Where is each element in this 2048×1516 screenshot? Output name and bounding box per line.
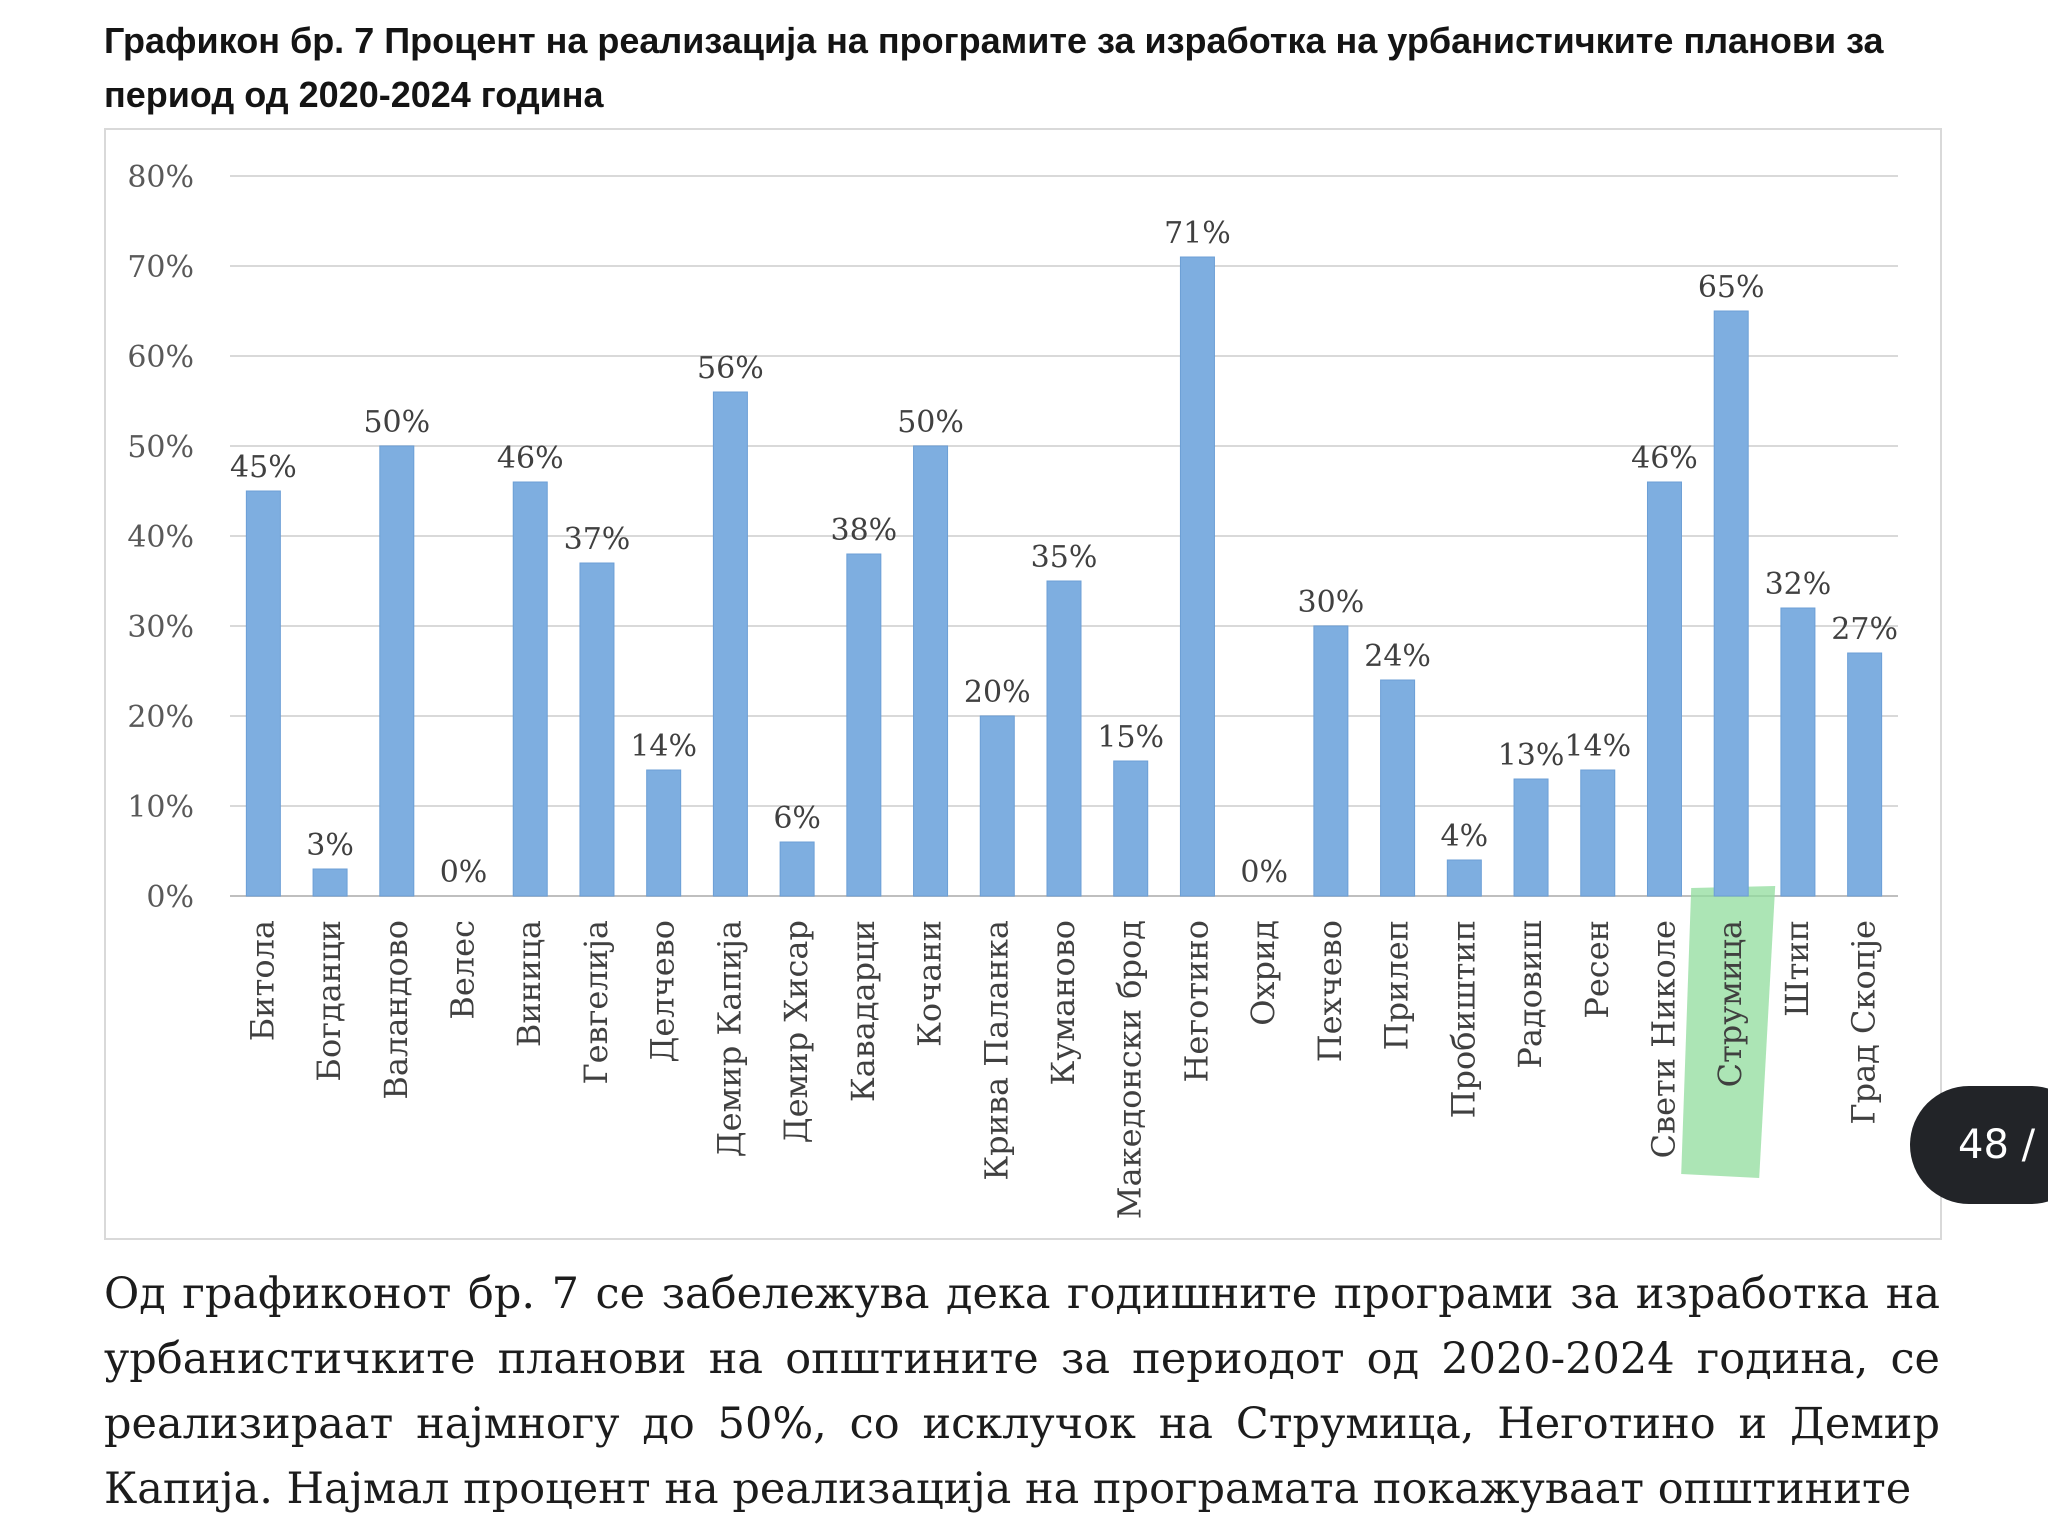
category-label: Богданци	[310, 920, 348, 1082]
data-label: 50%	[363, 405, 430, 440]
category-label: Куманово	[1044, 920, 1082, 1085]
y-tick-label: 70%	[127, 250, 194, 285]
y-tick-label: 50%	[127, 430, 194, 465]
bar	[379, 445, 415, 897]
page-number-badge[interactable]: 48 /	[1910, 1086, 2048, 1204]
category-label: Пехчево	[1311, 920, 1349, 1062]
bar	[512, 481, 548, 897]
bar	[245, 490, 281, 897]
data-label: 20%	[964, 675, 1031, 710]
category-label: Свети Николе	[1644, 920, 1682, 1158]
data-label: 15%	[1097, 720, 1164, 755]
bar	[1780, 607, 1816, 897]
bar	[1713, 310, 1749, 897]
category-label: Делчево	[644, 920, 682, 1063]
category-label: Кавадарци	[844, 920, 882, 1102]
y-tick-label: 10%	[127, 790, 194, 825]
data-label: 38%	[830, 513, 897, 548]
data-label: 37%	[564, 522, 631, 557]
body-paragraph: Од графиконот бр. 7 се забележува дека г…	[104, 1269, 1940, 1514]
category-label: Македонски брод	[1111, 920, 1149, 1219]
data-label: 45%	[230, 450, 297, 485]
data-label: 14%	[630, 729, 697, 764]
category-label: Штип	[1778, 920, 1816, 1017]
data-label: 27%	[1831, 612, 1898, 647]
data-label: 13%	[1498, 738, 1565, 773]
data-label: 30%	[1298, 585, 1365, 620]
data-label: 6%	[773, 801, 821, 836]
category-label: Прилеп	[1378, 920, 1416, 1050]
category-label: Пробиштип	[1444, 920, 1482, 1118]
bar	[1446, 859, 1482, 897]
bar	[579, 562, 615, 897]
category-label: Гевгелија	[577, 920, 615, 1085]
y-tick-label: 20%	[127, 700, 194, 735]
data-label: 0%	[1240, 855, 1288, 890]
category-label: Радовиш	[1511, 920, 1549, 1069]
bar	[1179, 256, 1215, 897]
category-label: Ресен	[1578, 920, 1616, 1019]
data-label: 46%	[497, 441, 564, 476]
bar	[1313, 625, 1349, 897]
category-label: Крива Паланка	[977, 920, 1015, 1181]
category-label: Струмица	[1711, 920, 1749, 1087]
bar	[1046, 580, 1082, 897]
category-label: Виница	[510, 920, 548, 1047]
data-label: 32%	[1765, 567, 1832, 602]
data-label: 65%	[1698, 270, 1765, 305]
bar	[1513, 778, 1549, 897]
chart-caption: Графикон бр. 7 Процент на реализација на…	[104, 20, 1884, 115]
category-label: Велес	[444, 920, 482, 1020]
data-label: 14%	[1564, 729, 1631, 764]
data-label: 24%	[1364, 639, 1431, 674]
bar	[312, 868, 348, 897]
highlight-marker	[1681, 886, 1776, 1178]
data-label: 46%	[1631, 441, 1698, 476]
chart-frame: 0% 10% 20% 30% 40% 50% 60% 70% 80% 45% Битола 3% Бог…	[104, 128, 1942, 1240]
y-tick-label: 0%	[146, 880, 194, 915]
y-tick-label: 80%	[127, 160, 194, 195]
data-label: 56%	[697, 351, 764, 386]
bar	[846, 553, 882, 897]
bar	[1113, 760, 1149, 897]
data-label: 50%	[897, 405, 964, 440]
bar	[913, 445, 949, 897]
category-label: Град Скопје	[1845, 920, 1883, 1125]
category-label: Демир Хисар	[777, 920, 815, 1143]
bar	[1580, 769, 1616, 897]
bar	[979, 715, 1015, 897]
data-label: 0%	[440, 855, 488, 890]
bar	[646, 769, 682, 897]
bar	[712, 391, 748, 897]
y-tick-label: 40%	[127, 520, 194, 555]
bar	[1646, 481, 1682, 897]
data-label: 71%	[1164, 216, 1231, 251]
category-label: Демир Капија	[710, 920, 748, 1157]
data-label: 3%	[306, 828, 354, 863]
category-label: Неготино	[1177, 920, 1215, 1083]
bar-chart: 0% 10% 20% 30% 40% 50% 60% 70% 80% 45% Битола 3% Бог…	[127, 160, 1898, 1219]
category-label: Охрид	[1244, 920, 1282, 1026]
data-label: 4%	[1441, 819, 1489, 854]
bar	[1847, 652, 1883, 897]
y-tick-label: 60%	[127, 340, 194, 375]
category-label: Битола	[243, 920, 281, 1041]
y-tick-label: 30%	[127, 610, 194, 645]
bar	[1380, 679, 1416, 897]
category-label: Кочани	[911, 920, 949, 1047]
bar	[779, 841, 815, 897]
data-label: 35%	[1031, 540, 1098, 575]
category-label: Валандово	[377, 920, 415, 1100]
